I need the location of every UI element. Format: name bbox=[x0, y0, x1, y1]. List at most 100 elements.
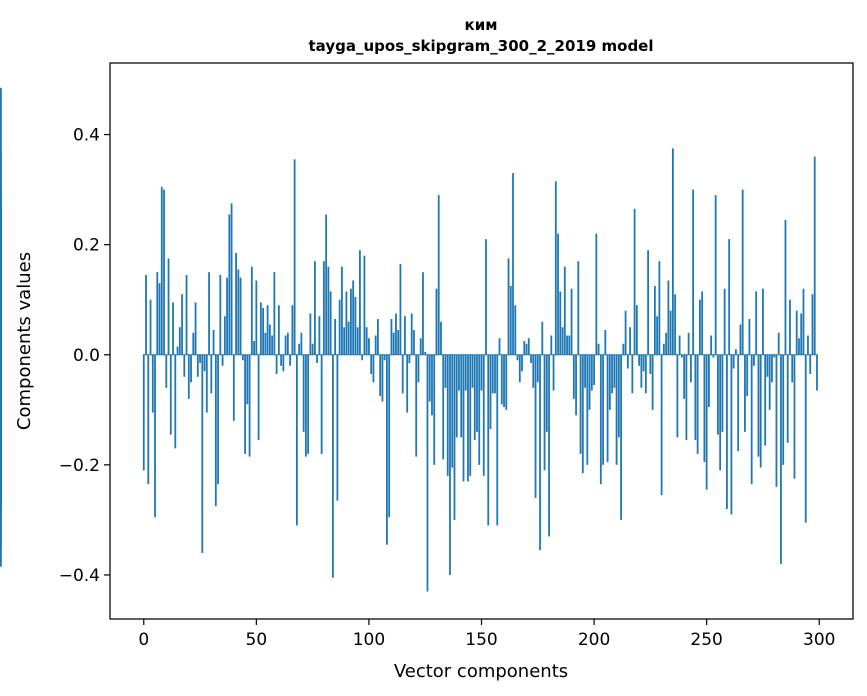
bar bbox=[816, 354, 818, 391]
bar bbox=[809, 354, 812, 375]
bar bbox=[214, 354, 217, 507]
bar bbox=[363, 255, 366, 355]
bar bbox=[262, 307, 264, 355]
bar bbox=[811, 294, 814, 355]
bar bbox=[341, 266, 343, 355]
bar bbox=[365, 327, 368, 355]
bar bbox=[615, 354, 618, 465]
bar bbox=[208, 272, 210, 355]
bar bbox=[714, 195, 717, 355]
bar bbox=[415, 354, 418, 457]
bar bbox=[548, 354, 550, 537]
bar bbox=[746, 354, 749, 397]
bar bbox=[590, 354, 593, 391]
bar bbox=[451, 354, 454, 468]
bar bbox=[543, 354, 546, 471]
bar bbox=[665, 332, 668, 355]
bar bbox=[284, 335, 287, 355]
bar bbox=[295, 354, 298, 526]
bar bbox=[708, 354, 710, 408]
bar bbox=[370, 354, 373, 375]
y-tick-label: −0.2 bbox=[59, 456, 100, 476]
bar bbox=[807, 335, 809, 355]
bar bbox=[726, 354, 728, 509]
bar bbox=[730, 354, 733, 515]
bar bbox=[624, 310, 627, 355]
bar bbox=[232, 354, 235, 421]
bar bbox=[485, 239, 487, 355]
bar bbox=[687, 332, 690, 355]
bar bbox=[322, 261, 325, 355]
bar bbox=[368, 338, 370, 355]
bar bbox=[178, 327, 181, 355]
bar bbox=[264, 332, 267, 355]
bar bbox=[379, 354, 382, 397]
bar bbox=[678, 335, 681, 355]
bar bbox=[534, 354, 537, 498]
bar bbox=[156, 272, 159, 355]
bar bbox=[419, 338, 422, 355]
bar bbox=[795, 310, 798, 355]
bar bbox=[798, 338, 800, 355]
bar bbox=[559, 291, 562, 355]
bar bbox=[313, 261, 316, 355]
bar bbox=[446, 354, 449, 476]
bar bbox=[530, 354, 532, 364]
bar bbox=[496, 354, 499, 526]
bar bbox=[0, 354, 2, 548]
bar bbox=[561, 327, 564, 355]
bar bbox=[608, 354, 611, 410]
bar bbox=[498, 338, 501, 355]
bar bbox=[552, 354, 555, 391]
bar bbox=[433, 354, 436, 465]
bar bbox=[744, 354, 746, 432]
bar bbox=[221, 354, 224, 366]
bar bbox=[169, 354, 172, 435]
bar bbox=[406, 354, 409, 413]
bar bbox=[476, 354, 478, 432]
bar bbox=[739, 324, 742, 355]
x-axis-label: Vector components bbox=[394, 661, 568, 682]
bar bbox=[327, 266, 330, 355]
bar bbox=[316, 354, 319, 364]
bar bbox=[545, 354, 548, 432]
bar bbox=[570, 288, 573, 355]
bar bbox=[631, 354, 634, 394]
bar bbox=[489, 354, 492, 430]
bar bbox=[782, 354, 785, 465]
bar bbox=[680, 354, 683, 358]
bar bbox=[710, 335, 713, 355]
bar bbox=[789, 299, 791, 355]
bar bbox=[683, 354, 686, 399]
bar bbox=[480, 354, 483, 391]
bar bbox=[514, 305, 517, 355]
bar bbox=[399, 263, 402, 355]
bar bbox=[584, 354, 586, 388]
bar bbox=[302, 354, 305, 432]
bar bbox=[158, 283, 161, 355]
bar bbox=[241, 354, 244, 361]
bar bbox=[320, 354, 323, 454]
bar bbox=[651, 354, 654, 410]
y-axis: −0.4 −0.2 0.0 0.2 0.4 bbox=[59, 126, 110, 586]
bar bbox=[354, 296, 357, 355]
bar bbox=[460, 354, 463, 438]
bar bbox=[147, 354, 150, 485]
bar bbox=[635, 305, 638, 355]
x-tick-label: 100 bbox=[353, 630, 385, 650]
bar bbox=[599, 354, 602, 485]
bar bbox=[426, 354, 429, 592]
bar bbox=[588, 354, 591, 410]
bar bbox=[304, 354, 307, 457]
bar bbox=[554, 181, 557, 355]
x-tick-label: 200 bbox=[578, 630, 610, 650]
bar bbox=[212, 329, 215, 355]
bar bbox=[151, 354, 154, 413]
bar bbox=[205, 354, 208, 413]
bar bbox=[572, 354, 575, 399]
bar bbox=[509, 285, 512, 355]
bar bbox=[717, 354, 719, 435]
bar bbox=[458, 354, 460, 391]
bar bbox=[401, 354, 404, 394]
bar bbox=[566, 335, 568, 355]
